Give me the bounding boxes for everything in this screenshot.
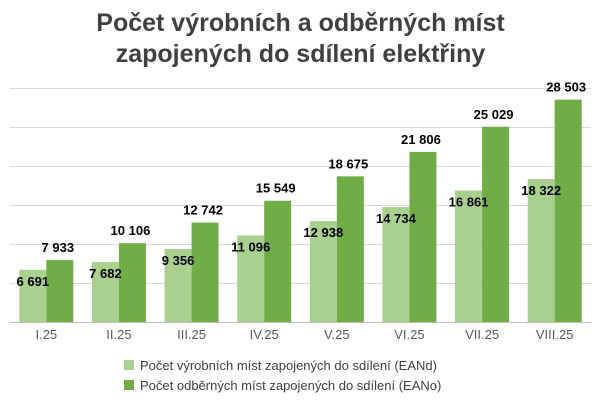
data-label-eano: 15 549: [256, 181, 296, 196]
data-label-eand: 12 938: [303, 225, 343, 240]
bar-eand: [237, 235, 265, 322]
x-tick-label: IV.25: [250, 327, 279, 342]
data-label-eand: 7 682: [89, 266, 122, 281]
data-label-eand: 11 096: [231, 239, 270, 254]
legend-swatch-eano: [124, 380, 134, 390]
data-label-eano: 18 675: [328, 156, 368, 171]
bar-eand: [309, 221, 337, 322]
x-tick-label: V.25: [324, 327, 350, 342]
bar-eand: [382, 207, 410, 322]
bar-eano: [118, 243, 146, 322]
bar-eano: [336, 176, 364, 322]
data-label-eano: 25 029: [474, 107, 514, 122]
x-tick-label: VII.25: [465, 327, 499, 342]
bar-eand: [455, 190, 483, 322]
bar-eand: [164, 249, 192, 322]
data-label-eand: 6 691: [17, 274, 50, 289]
x-tick-label: VI.25: [394, 327, 424, 342]
bar-eand: [91, 262, 119, 322]
data-label-eano: 10 106: [111, 223, 151, 238]
data-label-eand: 9 356: [162, 253, 195, 268]
legend-label-eand: Počet výrobních míst zapojených do sdíle…: [140, 357, 437, 373]
chart-title-line-2: zapojených do sdílení elektřiny: [115, 40, 486, 68]
bar-eano: [191, 222, 219, 322]
data-label-eand: 18 322: [521, 183, 561, 198]
chart-title-line-1: Počet výrobních a odběrných míst: [96, 9, 505, 37]
bar-eano: [264, 200, 292, 322]
x-tick-label: VIII.25: [536, 327, 574, 342]
data-label-eano: 12 742: [183, 203, 223, 218]
data-label-eand: 14 734: [376, 211, 417, 226]
bar-eand: [19, 269, 47, 322]
data-label-eand: 16 861: [449, 194, 489, 209]
legend-swatch-eand: [124, 360, 134, 370]
data-label-eano: 7 933: [42, 240, 75, 255]
bar-eand: [527, 179, 555, 322]
data-label-eano: 21 806: [401, 132, 441, 147]
bar-eano: [46, 260, 74, 322]
legend-item-eano: Počet odběrných míst zapojených do sdíle…: [124, 375, 441, 395]
x-tick-label: I.25: [35, 327, 57, 342]
data-label-eano: 28 503: [546, 80, 586, 95]
bar-eano: [409, 151, 437, 322]
chart-title: Počet výrobních a odběrných míst zapojen…: [0, 8, 601, 70]
legend-label-eano: Počet odběrných míst zapojených do sdíle…: [140, 377, 442, 393]
bar-eano: [554, 99, 582, 322]
legend: Počet výrobních míst zapojených do sdíle…: [124, 355, 441, 395]
x-tick-label: II.25: [106, 327, 131, 342]
bar-eano: [482, 126, 510, 322]
legend-item-eand: Počet výrobních míst zapojených do sdíle…: [124, 355, 441, 375]
x-tick-label: III.25: [177, 327, 206, 342]
